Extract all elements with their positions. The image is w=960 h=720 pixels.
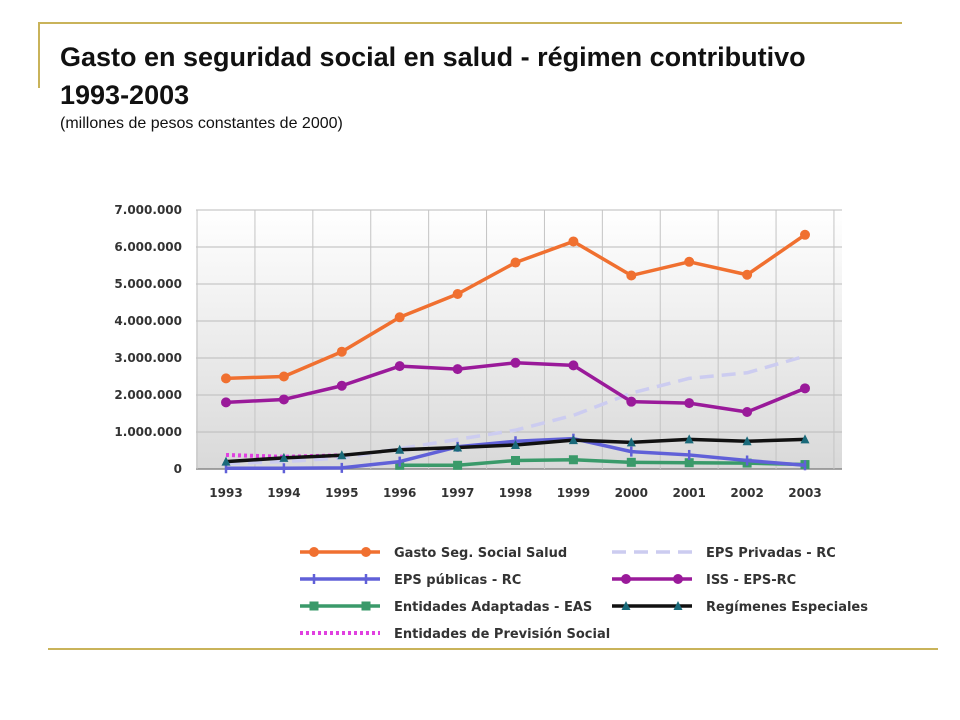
- data-point: [568, 236, 579, 247]
- legend-label: Gasto Seg. Social Salud: [394, 546, 567, 561]
- data-point: [337, 450, 347, 460]
- legend-marker: [621, 601, 631, 610]
- legend-marker: [309, 601, 319, 611]
- data-point: [626, 396, 637, 407]
- y-tick-label: 3.000.000: [114, 351, 182, 365]
- data-point: [279, 452, 289, 462]
- data-point: [336, 380, 347, 391]
- x-tick-label: 1996: [383, 486, 416, 500]
- data-point: [568, 435, 578, 445]
- y-tick-label: 7.000.000: [114, 203, 182, 217]
- x-tick-label: 1994: [267, 486, 300, 500]
- data-point: [742, 407, 753, 418]
- legend-item: Gasto Seg. Social Salud: [300, 546, 567, 561]
- x-tick-label: 1998: [499, 486, 532, 500]
- data-point: [278, 371, 289, 382]
- legend-marker: [673, 574, 683, 584]
- data-point: [221, 397, 231, 408]
- x-tick-label: 2000: [615, 486, 648, 500]
- data-point: [511, 455, 520, 465]
- legend-label: Regímenes Especiales: [706, 600, 868, 615]
- legend-marker: [673, 601, 683, 610]
- data-point: [394, 361, 405, 372]
- series-gasto-seg-social-salud: [221, 229, 810, 384]
- data-point: [684, 434, 694, 444]
- series-line: [399, 458, 806, 468]
- data-point: [742, 436, 752, 446]
- top-rule: [38, 22, 902, 24]
- series-iss-eps-rc: [221, 357, 810, 418]
- data-point: [800, 229, 810, 240]
- data-point: [742, 269, 753, 280]
- series-line: [225, 354, 806, 466]
- data-point: [510, 357, 521, 368]
- series-reg-menes-especiales: [221, 434, 810, 466]
- data-point: [394, 312, 405, 323]
- x-tick-label: 1993: [209, 486, 242, 500]
- legend-item: EPS Privadas - RC: [612, 546, 836, 561]
- x-tick-label: 1995: [325, 486, 358, 500]
- data-point: [684, 398, 695, 409]
- x-tick-label: 2002: [730, 486, 763, 500]
- data-point: [684, 256, 695, 267]
- y-tick-label: 1.000.000: [114, 425, 182, 439]
- data-point: [511, 439, 520, 449]
- data-point: [626, 457, 636, 467]
- data-point: [568, 360, 579, 371]
- legend-label: Entidades Adaptadas - EAS: [394, 600, 592, 615]
- left-rule: [38, 22, 40, 88]
- data-point: [684, 458, 694, 468]
- data-point: [453, 460, 463, 470]
- data-point: [510, 257, 521, 268]
- data-point: [278, 394, 289, 405]
- legend-item: Entidades de Previsión Social: [300, 627, 610, 642]
- legend-item: ISS - EPS-RC: [612, 573, 796, 588]
- data-point: [395, 444, 405, 454]
- x-tick-label: 2001: [672, 486, 705, 500]
- data-point: [452, 364, 463, 375]
- data-point: [221, 373, 231, 384]
- data-point: [336, 346, 347, 357]
- y-tick-label: 2.000.000: [114, 388, 182, 402]
- legend-item: EPS públicas - RC: [300, 573, 521, 588]
- bottom-rule: [48, 648, 938, 650]
- page-title: Gasto en seguridad social en salud - rég…: [60, 42, 806, 110]
- legend-label: ISS - EPS-RC: [706, 573, 796, 588]
- legend-marker: [309, 547, 319, 557]
- plot-background: [196, 210, 842, 469]
- y-tick-label: 6.000.000: [114, 240, 182, 254]
- legend-marker: [361, 601, 371, 611]
- x-tick-label: 1999: [557, 486, 590, 500]
- data-point: [221, 456, 231, 466]
- y-tick-label: 4.000.000: [114, 314, 182, 328]
- series-eps-privadas-rc: [225, 354, 806, 466]
- data-point: [800, 434, 810, 444]
- page-subtitle: (millones de pesos constantes de 2000): [60, 115, 343, 132]
- legend-item: Entidades Adaptadas - EAS: [300, 600, 592, 615]
- legend-marker: [621, 574, 631, 584]
- legend-label: Entidades de Previsión Social: [394, 627, 610, 642]
- y-tick-label: 5.000.000: [114, 277, 182, 291]
- data-point: [626, 270, 637, 281]
- data-point: [568, 455, 578, 465]
- data-point: [452, 288, 463, 299]
- legend-marker: [361, 547, 371, 557]
- legend-label: EPS Privadas - RC: [706, 546, 836, 561]
- x-tick-label: 1997: [441, 486, 474, 500]
- y-tick-label: 0: [174, 462, 182, 476]
- data-point: [453, 442, 463, 452]
- x-tick-label: 2003: [788, 486, 821, 500]
- data-point: [800, 383, 810, 394]
- legend-label: EPS públicas - RC: [394, 573, 521, 588]
- data-point: [626, 437, 636, 447]
- legend-item: Regímenes Especiales: [612, 600, 868, 615]
